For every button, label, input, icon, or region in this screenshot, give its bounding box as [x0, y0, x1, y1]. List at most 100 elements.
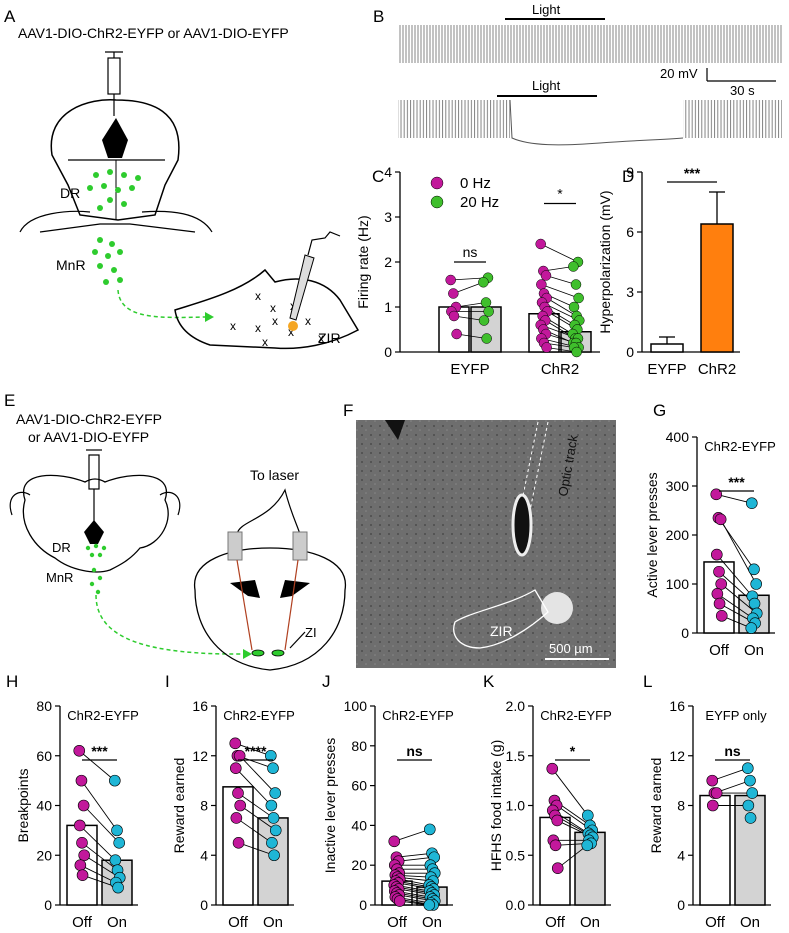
pair-line	[396, 852, 433, 858]
label-zir-f: ZIR	[490, 623, 513, 639]
y-tick-label: 100	[344, 698, 368, 714]
point-on	[581, 839, 594, 852]
panel-e-title-2: or AAV1-DIO-EYFP	[28, 429, 149, 445]
point-20hz	[571, 346, 582, 358]
y-tick-label: 20	[351, 857, 367, 873]
x-tick-label: Off	[72, 914, 93, 931]
chart-title: ChR2-EYFP	[382, 708, 454, 723]
y-tick-label: 100	[666, 576, 690, 592]
y-tick-label: 4	[677, 847, 685, 863]
point-on	[113, 837, 125, 849]
y-tick-label: 0	[626, 344, 634, 360]
chart-c: 0 1 2 3 4 Firing rate (Hz) C EYFP ns ChR2 * 0 Hz 20 …	[355, 164, 600, 378]
point-on	[266, 837, 278, 849]
panel-e-letter: E	[4, 391, 15, 410]
legend-label-20hz: 20 Hz	[460, 194, 499, 211]
y-tick-label: 4	[200, 847, 208, 863]
y-axis-label: Reward earned	[648, 758, 664, 854]
y-tick-label: 80	[351, 738, 367, 754]
y-tick-label: 0	[677, 897, 685, 913]
svg-text:x: x	[255, 321, 261, 335]
point-20hz	[483, 306, 494, 317]
y-axis-label: HFHS food intake (g)	[488, 740, 504, 872]
point-20hz	[481, 333, 492, 344]
point-20hz	[478, 315, 490, 326]
point-on	[742, 799, 755, 812]
point-0hz	[535, 238, 546, 250]
chart-j: 0 20 40 60 80 100 Inactive lever presses J Off On…	[322, 672, 454, 931]
point-off	[715, 578, 728, 590]
point-on	[581, 809, 594, 822]
y-axis-label: Hyperpolarization (mV)	[597, 190, 613, 333]
point-0hz	[448, 310, 460, 322]
panel-letter: L	[643, 672, 652, 691]
y-tick-label: 300	[666, 478, 690, 494]
y-tick-label: 0	[384, 344, 392, 360]
sig-label: ns	[406, 743, 423, 759]
pair-line	[453, 281, 484, 294]
sig-label: *	[570, 743, 576, 759]
point-off	[706, 774, 719, 787]
y-tick-label: 0.5	[506, 847, 526, 863]
panel-f-letter: F	[343, 401, 353, 420]
bar-eyfp	[650, 343, 684, 353]
zir-marks: xxx xxx xxx x	[230, 289, 324, 349]
panel-letter: I	[165, 672, 170, 691]
sig-label: ***	[728, 474, 745, 490]
light-label-1: Light	[532, 2, 561, 17]
point-off	[714, 513, 727, 526]
label-mnr-e: MnR	[46, 570, 73, 585]
sig-label: *	[557, 186, 563, 202]
panel-f: F ZIR Optic track 500 µm	[343, 401, 616, 668]
y-tick-label: 8	[677, 798, 685, 814]
point-on	[267, 762, 279, 774]
trace-2a	[398, 100, 510, 138]
panel-letter: D	[622, 167, 634, 186]
point-on	[744, 812, 757, 824]
point-off	[388, 835, 401, 848]
pair-line	[237, 792, 274, 819]
light-label-2: Light	[532, 78, 561, 93]
panel-a-title: AAV1-DIO-ChR2-EYFP or AAV1-DIO-EYFP	[18, 25, 289, 41]
svg-text:x: x	[255, 289, 261, 303]
y-tick-label: 1.0	[506, 798, 526, 814]
optic-fiber-right	[292, 531, 308, 561]
y-tick-label: 0.0	[506, 897, 526, 913]
sig-label: ****	[245, 743, 267, 759]
point-off	[710, 548, 723, 561]
point-20hz	[573, 292, 584, 304]
bar-on	[734, 794, 766, 906]
point-0hz	[541, 342, 552, 353]
point-off	[74, 819, 86, 832]
y-tick-label: 400	[666, 429, 690, 445]
panel-letter: H	[6, 672, 18, 691]
point-off	[706, 799, 719, 812]
y-tick-label: 0	[44, 897, 52, 913]
point-off	[713, 565, 725, 578]
y-axis-label: Breakpoints	[15, 769, 31, 843]
y-tick-label: 12	[192, 748, 208, 764]
y-tick-label: 20	[36, 847, 52, 863]
y-tick-label: 80	[36, 698, 52, 714]
point-off	[75, 774, 88, 787]
sig-label: ns	[724, 743, 741, 759]
dr-cells	[87, 169, 141, 211]
point-off	[710, 787, 723, 799]
point-20hz	[568, 261, 579, 272]
pair-line	[716, 554, 753, 597]
pair-line	[712, 767, 748, 782]
point-off	[715, 610, 728, 622]
point-off	[232, 837, 245, 849]
x-tick-label: EYFP	[647, 361, 686, 378]
sig-label: ***	[91, 743, 108, 759]
panel-b: B Light 20 mV 30 s Light	[373, 2, 782, 146]
point-off	[229, 737, 242, 750]
scale-s: 30 s	[730, 83, 755, 98]
x-tick-label: On	[422, 914, 442, 931]
point-on	[109, 854, 122, 867]
bar-off	[699, 794, 731, 906]
y-tick-label: 2	[384, 254, 392, 270]
x-tick-label: Off	[709, 642, 730, 659]
panel-letter: K	[483, 672, 495, 691]
